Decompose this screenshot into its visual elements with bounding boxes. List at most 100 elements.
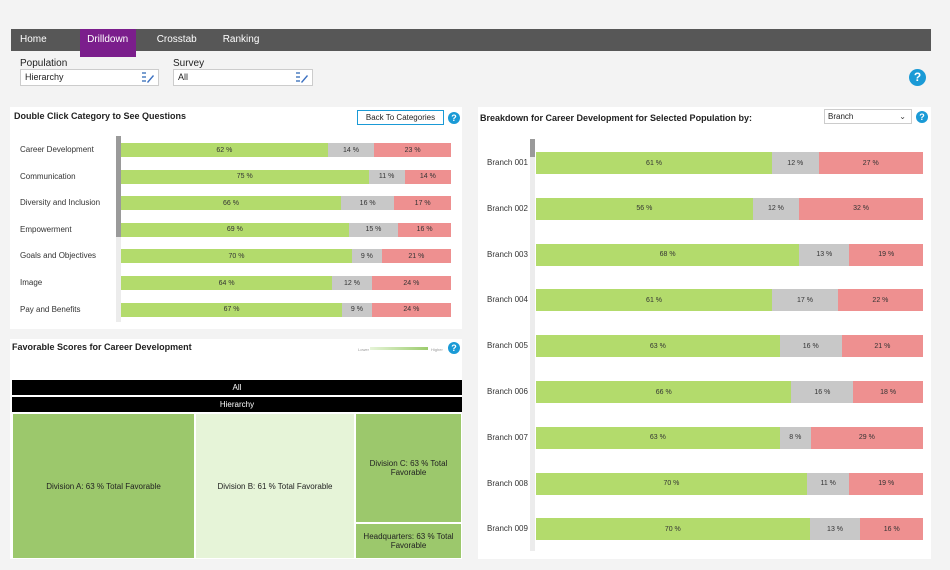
stacked-bar[interactable]: 61 % 12 % 27 % xyxy=(536,152,923,174)
stacked-bar[interactable]: 62 % 14 % 23 % xyxy=(121,143,451,157)
breakdown-by-select[interactable]: Branch ⌄ xyxy=(824,109,912,124)
treemap-tile-division-b[interactable]: Division B: 61 % Total Favorable xyxy=(195,413,355,559)
favorable-segment[interactable]: 68 % xyxy=(536,243,800,266)
survey-field[interactable]: All xyxy=(173,69,313,86)
unfavorable-segment[interactable]: 22 % xyxy=(837,289,923,312)
favorable-segment[interactable]: 63 % xyxy=(536,335,780,358)
stacked-bar[interactable]: 67 % 9 % 24 % xyxy=(121,302,451,317)
unfavorable-segment[interactable]: 24 % xyxy=(371,276,451,290)
neutral-segment[interactable]: 17 % xyxy=(772,289,838,312)
breakdown-row[interactable]: Branch 005 63 % 16 % 21 % xyxy=(478,335,928,358)
neutral-segment[interactable]: 15 % xyxy=(348,222,399,237)
edit-hierarchy-icon[interactable] xyxy=(141,71,155,84)
edit-survey-icon[interactable] xyxy=(295,71,309,84)
neutral-segment[interactable]: 9 % xyxy=(342,302,372,317)
breakdown-row[interactable]: Branch 003 68 % 13 % 19 % xyxy=(478,243,928,266)
favorable-segment[interactable]: 62 % xyxy=(121,143,328,157)
category-row[interactable]: Empowerment 69 % 15 % 16 % xyxy=(10,222,460,237)
stacked-bar[interactable]: 70 % 11 % 19 % xyxy=(536,472,923,495)
treemap-header-hierarchy[interactable]: Hierarchy xyxy=(12,397,462,412)
treemap-help-icon[interactable]: ? xyxy=(448,342,460,354)
category-row[interactable]: Image 64 % 12 % 24 % xyxy=(10,276,460,290)
unfavorable-segment[interactable]: 21 % xyxy=(841,335,923,358)
population-field[interactable]: Hierarchy xyxy=(20,69,159,86)
unfavorable-segment[interactable]: 14 % xyxy=(404,169,451,184)
favorable-segment[interactable]: 70 % xyxy=(536,472,807,495)
favorable-segment[interactable]: 67 % xyxy=(121,302,343,317)
breakdown-row[interactable]: Branch 004 61 % 17 % 22 % xyxy=(478,289,928,312)
unfavorable-segment[interactable]: 18 % xyxy=(853,381,923,403)
stacked-bar[interactable]: 64 % 12 % 24 % xyxy=(121,276,451,290)
stacked-bar[interactable]: 70 % 13 % 16 % xyxy=(536,518,923,541)
breakdown-help-icon[interactable]: ? xyxy=(916,111,928,123)
stacked-bar[interactable]: 66 % 16 % 17 % xyxy=(121,196,451,211)
breakdown-scrollbar[interactable] xyxy=(530,139,535,551)
tab-ranking[interactable]: Ranking xyxy=(222,34,260,45)
categories-scrollbar[interactable] xyxy=(116,136,121,322)
neutral-segment[interactable]: 9 % xyxy=(352,249,382,264)
breakdown-row[interactable]: Branch 002 56 % 12 % 32 % xyxy=(478,197,928,220)
neutral-segment[interactable]: 13 % xyxy=(799,243,850,266)
unfavorable-segment[interactable]: 23 % xyxy=(374,143,451,157)
neutral-segment[interactable]: 12 % xyxy=(332,276,372,290)
unfavorable-segment[interactable]: 32 % xyxy=(799,197,923,220)
favorable-segment[interactable]: 61 % xyxy=(536,289,773,312)
categories-help-icon[interactable]: ? xyxy=(448,112,460,124)
stacked-bar[interactable]: 68 % 13 % 19 % xyxy=(536,243,923,266)
unfavorable-segment[interactable]: 16 % xyxy=(860,518,923,541)
categories-scroll-thumb[interactable] xyxy=(116,136,121,237)
stacked-bar[interactable]: 61 % 17 % 22 % xyxy=(536,289,923,312)
back-to-categories-button[interactable]: Back To Categories xyxy=(357,110,444,125)
breakdown-row[interactable]: Branch 007 63 % 8 % 29 % xyxy=(478,426,928,449)
neutral-segment[interactable]: 12 % xyxy=(772,152,819,174)
treemap-header-all[interactable]: All xyxy=(12,380,462,395)
page-help-icon[interactable]: ? xyxy=(909,69,926,86)
favorable-segment[interactable]: 61 % xyxy=(536,152,773,174)
unfavorable-segment[interactable]: 19 % xyxy=(849,472,923,495)
neutral-segment[interactable]: 14 % xyxy=(327,143,375,157)
category-row[interactable]: Pay and Benefits 67 % 9 % 24 % xyxy=(10,302,460,317)
tab-crosstab[interactable]: Crosstab xyxy=(156,34,197,45)
stacked-bar[interactable]: 69 % 15 % 16 % xyxy=(121,222,451,237)
stacked-bar[interactable]: 63 % 8 % 29 % xyxy=(536,426,923,449)
breakdown-row[interactable]: Branch 009 70 % 13 % 16 % xyxy=(478,518,928,541)
stacked-bar[interactable]: 56 % 12 % 32 % xyxy=(536,197,923,220)
breakdown-row[interactable]: Branch 001 61 % 12 % 27 % xyxy=(478,152,928,174)
stacked-bar[interactable]: 66 % 16 % 18 % xyxy=(536,381,923,403)
breakdown-row[interactable]: Branch 006 66 % 16 % 18 % xyxy=(478,381,928,403)
category-row[interactable]: Diversity and Inclusion 66 % 16 % 17 % xyxy=(10,196,460,211)
stacked-bar[interactable]: 70 % 9 % 21 % xyxy=(121,249,451,264)
unfavorable-segment[interactable]: 16 % xyxy=(398,222,451,237)
treemap-tile-headquarters[interactable]: Headquarters: 63 % Total Favorable xyxy=(355,523,462,559)
breakdown-row[interactable]: Branch 008 70 % 11 % 19 % xyxy=(478,472,928,495)
favorable-segment[interactable]: 70 % xyxy=(536,518,810,541)
unfavorable-segment[interactable]: 29 % xyxy=(810,426,923,449)
stacked-bar[interactable]: 75 % 11 % 14 % xyxy=(121,169,451,184)
neutral-segment[interactable]: 16 % xyxy=(791,381,854,403)
favorable-segment[interactable]: 70 % xyxy=(121,249,352,264)
favorable-segment[interactable]: 75 % xyxy=(121,169,369,184)
treemap-tile-division-c[interactable]: Division C: 63 % Total Favorable xyxy=(355,413,462,523)
stacked-bar[interactable]: 63 % 16 % 21 % xyxy=(536,335,923,358)
category-row[interactable]: Goals and Objectives 70 % 9 % 21 % xyxy=(10,249,460,264)
neutral-segment[interactable]: 8 % xyxy=(779,426,811,449)
favorable-segment[interactable]: 56 % xyxy=(536,197,753,220)
neutral-segment[interactable]: 11 % xyxy=(806,472,850,495)
unfavorable-segment[interactable]: 21 % xyxy=(381,249,451,264)
unfavorable-segment[interactable]: 27 % xyxy=(818,152,923,174)
favorable-segment[interactable]: 66 % xyxy=(536,381,792,403)
unfavorable-segment[interactable]: 24 % xyxy=(371,302,451,317)
favorable-segment[interactable]: 64 % xyxy=(121,276,333,290)
unfavorable-segment[interactable]: 17 % xyxy=(394,196,451,211)
favorable-segment[interactable]: 66 % xyxy=(121,196,341,211)
tab-home[interactable]: Home xyxy=(20,34,47,45)
neutral-segment[interactable]: 16 % xyxy=(341,196,395,211)
favorable-segment[interactable]: 69 % xyxy=(121,222,349,237)
neutral-segment[interactable]: 13 % xyxy=(809,518,861,541)
treemap-tile-division-a[interactable]: Division A: 63 % Total Favorable xyxy=(12,413,195,559)
neutral-segment[interactable]: 11 % xyxy=(368,169,405,184)
category-row[interactable]: Communication 75 % 11 % 14 % xyxy=(10,169,460,184)
unfavorable-segment[interactable]: 19 % xyxy=(849,243,923,266)
category-row[interactable]: Career Development 62 % 14 % 23 % xyxy=(10,143,460,157)
neutral-segment[interactable]: 16 % xyxy=(779,335,842,358)
